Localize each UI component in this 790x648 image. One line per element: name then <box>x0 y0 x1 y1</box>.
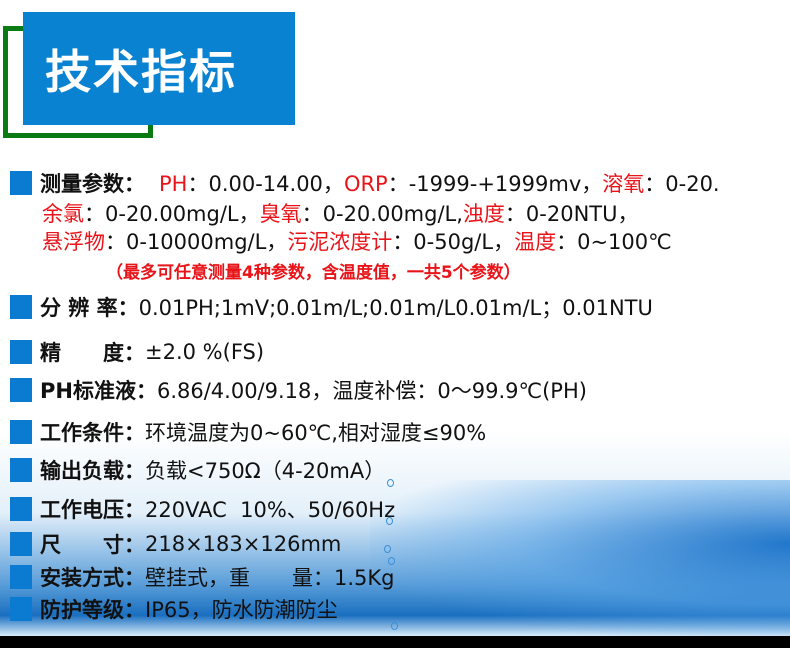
spec-label: 工作条件： <box>40 421 145 445</box>
measure-note: （最多可任意测量4种参数，含温度值，一共5个参数） <box>106 263 521 283</box>
spec-value: 220VAC 10%、50/60Hz <box>145 498 396 522</box>
spec-label: 输出负载： <box>40 459 145 483</box>
param-value: ：0-20.00mg/L， <box>84 202 260 226</box>
bullet-square-icon <box>10 532 32 556</box>
param-value: ：0-20. <box>644 172 720 196</box>
bullet-square-icon <box>10 378 32 402</box>
bubble-icon <box>387 479 394 487</box>
spec-label: 工作电压： <box>40 498 145 522</box>
param-ozone: 臭氧 <box>259 202 302 226</box>
bullet-square-icon <box>10 565 32 589</box>
spec-label: 精 度： <box>40 341 145 365</box>
spec-row: 安装方式： 壁挂式，重 量：1.5Kg <box>10 562 395 592</box>
spec-value: 6.86/4.00/9.18，温度补偿：0～99.9℃(PH) <box>156 379 587 403</box>
spec-label: 安装方式： <box>40 566 145 590</box>
param-ss: 悬浮物 <box>42 230 105 254</box>
param-sludge: 污泥浓度计 <box>287 230 393 254</box>
param-value: ：0-10000mg/L， <box>105 230 288 254</box>
spec-value: IP65，防水防潮防尘 <box>145 598 338 622</box>
param-value: ：0-20NTU， <box>504 202 639 226</box>
param-orp: ORP <box>343 172 388 196</box>
bubble-icon <box>388 557 395 565</box>
bullet-square-icon <box>10 458 32 482</box>
bubble-icon <box>384 545 391 553</box>
water-splash <box>370 480 790 640</box>
spec-label: 防护等级： <box>40 598 145 622</box>
param-temp: 温度 <box>514 230 557 254</box>
page-title: 技术指标 <box>23 12 295 125</box>
param-value: ：0~100℃ <box>556 230 672 254</box>
spec-value: ±2.0 %(FS) <box>145 340 265 364</box>
bullet-square-icon <box>10 497 32 521</box>
bubble-icon <box>386 517 393 525</box>
spec-value: 壁挂式，重 量：1.5Kg <box>145 566 395 590</box>
bullet-square-icon <box>10 597 32 621</box>
bullet-square-icon <box>10 340 32 364</box>
measure-line-3: 悬浮物：0-10000mg/L，污泥浓度计：0-50g/L，温度：0~100℃ <box>42 226 672 256</box>
spec-row: 尺 寸： 218×183×126mm <box>10 529 341 559</box>
bullet-square-icon <box>10 295 32 319</box>
param-value: ：-1999-+1999mv， <box>387 172 603 196</box>
bottom-band <box>0 636 790 648</box>
spec-row: 防护等级： IP65，防水防潮防尘 <box>10 594 338 624</box>
spec-label: 测量参数： <box>40 172 145 196</box>
spec-row: PH标准液： 6.86/4.00/9.18，温度补偿：0～99.9℃(PH) <box>10 375 587 405</box>
spec-row: 工作条件： 环境温度为0~60℃,相对湿度≤90% <box>10 417 486 447</box>
spec-row: 输出负载： 负载<750Ω（4-20mA） <box>10 455 385 485</box>
param-ph: PH <box>159 172 188 196</box>
spec-value: 0.01PH;1mV;0.01m/L;0.01m/L0.01m/L；0.01NT… <box>138 296 653 320</box>
measure-line-2: 余氯：0-20.00mg/L，臭氧：0-20.00mg/L,浊度：0-20NTU… <box>42 198 639 228</box>
param-value: ：0.00-14.00， <box>187 172 344 196</box>
bullet-square-icon <box>10 171 32 195</box>
param-chlorine: 余氯 <box>42 202 84 226</box>
spec-label: 尺 寸： <box>40 533 145 557</box>
bubble-icon <box>391 622 398 630</box>
spec-value: 负载<750Ω（4-20mA） <box>145 459 386 483</box>
spec-label: PH标准液： <box>40 379 157 403</box>
bullet-square-icon <box>10 420 32 444</box>
spec-value: 218×183×126mm <box>145 532 342 556</box>
spec-row: 分 辨 率： 0.01PH;1mV;0.01m/L;0.01m/L0.01m/L；… <box>10 292 653 322</box>
spec-row-measure: 测量参数： PH：0.00-14.00，ORP：-1999-+1999mv，溶氧… <box>10 168 720 198</box>
spec-row: 工作电压： 220VAC 10%、50/60Hz <box>10 494 395 524</box>
spec-row: 精 度： ±2.0 %(FS) <box>10 337 264 367</box>
param-do: 溶氧 <box>602 172 645 196</box>
param-turbidity: 浊度 <box>462 202 505 226</box>
measure-line-1: PH：0.00-14.00，ORP：-1999-+1999mv，溶氧：0-20. <box>159 168 720 198</box>
spec-value: 环境温度为0~60℃,相对湿度≤90% <box>145 421 487 445</box>
param-value: ：0-20.00mg/L, <box>301 202 463 226</box>
param-value: ：0-50g/L， <box>392 230 515 254</box>
spec-label: 分 辨 率： <box>40 296 139 320</box>
